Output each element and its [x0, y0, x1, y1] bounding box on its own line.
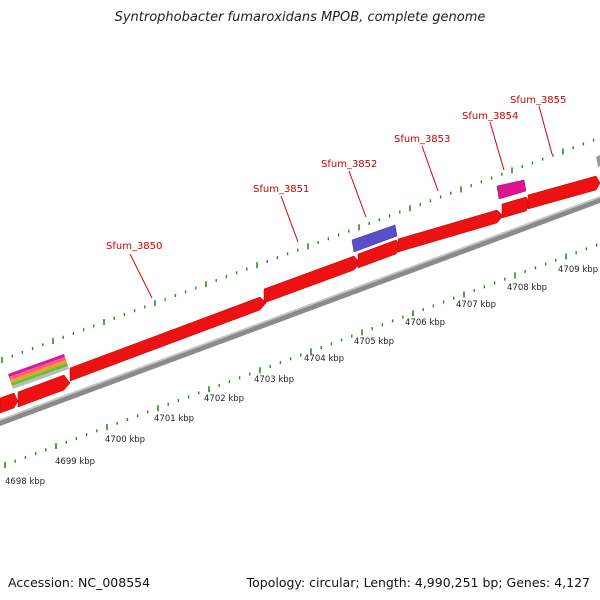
leader-line-sfum-3851	[280, 195, 299, 243]
kbp-label-4702: 4702 kbp	[204, 394, 244, 404]
gene-label-sfum-3850[interactable]: Sfum_3850	[106, 241, 162, 252]
kbp-label-4704: 4704 kbp	[304, 354, 344, 364]
backbone-bar	[0, 197, 600, 426]
feature-stripe-orange	[10, 360, 67, 383]
leader-line-sfum-3853	[421, 145, 439, 192]
upper-tick-row	[1, 138, 595, 363]
kbp-label-4701: 4701 kbp	[154, 414, 194, 424]
kbp-label-4707: 4707 kbp	[456, 300, 496, 310]
gene-arrow-left-edge[interactable]	[0, 392, 19, 414]
gene-label-sfum-3854[interactable]: Sfum_3854	[462, 111, 518, 122]
feature-track[interactable]	[8, 155, 600, 389]
kbp-label-4706: 4706 kbp	[405, 318, 445, 328]
feature-gray-edge[interactable]	[596, 155, 600, 167]
backbone	[0, 196, 600, 426]
gene-label-sfum-3851[interactable]: Sfum_3851	[253, 184, 309, 195]
feature-stripe-magenta	[8, 354, 65, 377]
gene-arrow-small-left[interactable]	[17, 374, 71, 408]
leader-line-sfum-3854	[489, 121, 505, 171]
kbp-label-4708: 4708 kbp	[507, 283, 547, 293]
kbp-label-4705: 4705 kbp	[354, 337, 394, 347]
feature-purple[interactable]	[351, 224, 398, 253]
kbp-label-4709: 4709 kbp	[558, 265, 598, 275]
genome-summary-text: Topology: circular; Length: 4,990,251 bp…	[246, 575, 590, 590]
accession-text: Accession: NC_008554	[8, 575, 151, 590]
backbone-highlight	[0, 196, 600, 421]
feature-stripe-green	[11, 363, 68, 386]
kbp-label-4699: 4699 kbp	[55, 457, 95, 467]
gene-track[interactable]	[0, 175, 600, 414]
kbp-label-4703: 4703 kbp	[254, 375, 294, 385]
leader-line-sfum-3850	[129, 253, 153, 299]
leader-line-sfum-3852	[348, 170, 367, 218]
feature-magenta[interactable]	[496, 179, 527, 200]
gene-arrow-sfum-3850[interactable]	[69, 296, 267, 382]
feature-stripe-pink	[9, 357, 66, 380]
kbp-label-4700: 4700 kbp	[105, 435, 145, 445]
feature-multicolor-stack[interactable]	[8, 354, 69, 389]
gene-label-sfum-3852[interactable]: Sfum_3852	[321, 159, 377, 170]
gene-arrow-sfum-3851[interactable]	[263, 255, 361, 304]
lower-tick-row	[4, 243, 598, 468]
gene-arrow-sfum-3853[interactable]	[397, 209, 504, 253]
gene-labels: Sfum_3850 Sfum_3851 Sfum_3852 Sfum_3853 …	[106, 95, 566, 299]
kbp-label-4698: 4698 kbp	[5, 477, 45, 487]
genome-title: Syntrophobacter fumaroxidans MPOB, compl…	[114, 10, 486, 25]
gene-label-sfum-3855[interactable]: Sfum_3855	[510, 95, 566, 106]
gene-label-sfum-3853[interactable]: Sfum_3853	[394, 134, 450, 145]
kbp-labels: 4698 kbp 4699 kbp 4700 kbp 4701 kbp 4702…	[5, 265, 598, 487]
gene-arrow-sfum-3855[interactable]	[527, 175, 600, 210]
feature-stripe-gray	[12, 366, 69, 389]
leader-line-sfum-3855	[538, 105, 553, 155]
gene-arrow-sfum-3854[interactable]	[501, 196, 531, 219]
